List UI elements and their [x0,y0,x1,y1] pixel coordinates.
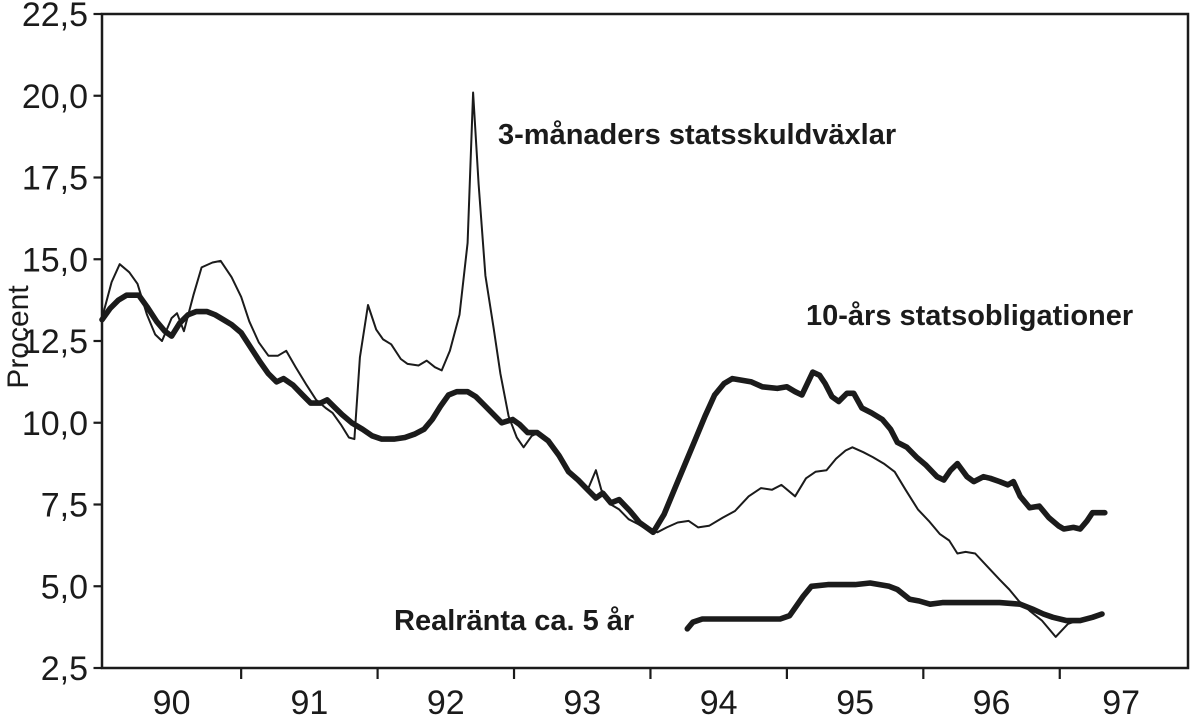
x-tick-label: 91 [290,684,328,720]
y-tick-label: 20,0 [22,78,88,116]
x-tick-label: 95 [836,684,874,720]
x-tick-label: 90 [153,684,191,720]
x-tick-label: 97 [1102,684,1140,720]
series-line-1 [99,292,1108,536]
plot-border [100,12,1190,670]
series-line-0 [101,91,1102,638]
y-tick-label: 5,0 [41,568,88,606]
series-label-3m-treasury-bills: 3-månaders statsskuldväxlar [498,119,897,151]
series-label-real-rate-5y: Realränta ca. 5 år [394,605,635,637]
y-tick-label: 10,0 [22,405,88,443]
series-line-2 [684,580,1105,632]
x-tick-label: 94 [700,684,738,720]
y-tick-label: 12,5 [22,323,88,361]
y-tick-label: 7,5 [41,487,88,525]
series-label-10y-government-bonds: 10-års statsobligationer [806,300,1134,332]
x-tick-label: 93 [563,684,601,720]
plot-border-rect [100,12,1190,670]
y-axis-title: Procent [2,285,35,389]
y-tick-label: 22,5 [22,0,88,34]
y-tick-label: 2,5 [41,650,88,688]
y-tick-label: 17,5 [22,160,88,198]
x-tick-label: 92 [427,684,465,720]
y-axis-ticks: 2,5 5,0 7,5 10,0 12,5 15,0 17,5 20,0 22,5 [22,0,102,688]
x-tick-label: 96 [973,684,1011,720]
x-axis-ticks: 90 91 92 93 94 95 96 97 [153,668,1140,720]
series-lines [99,91,1108,638]
y-tick-label: 15,0 [22,241,88,279]
